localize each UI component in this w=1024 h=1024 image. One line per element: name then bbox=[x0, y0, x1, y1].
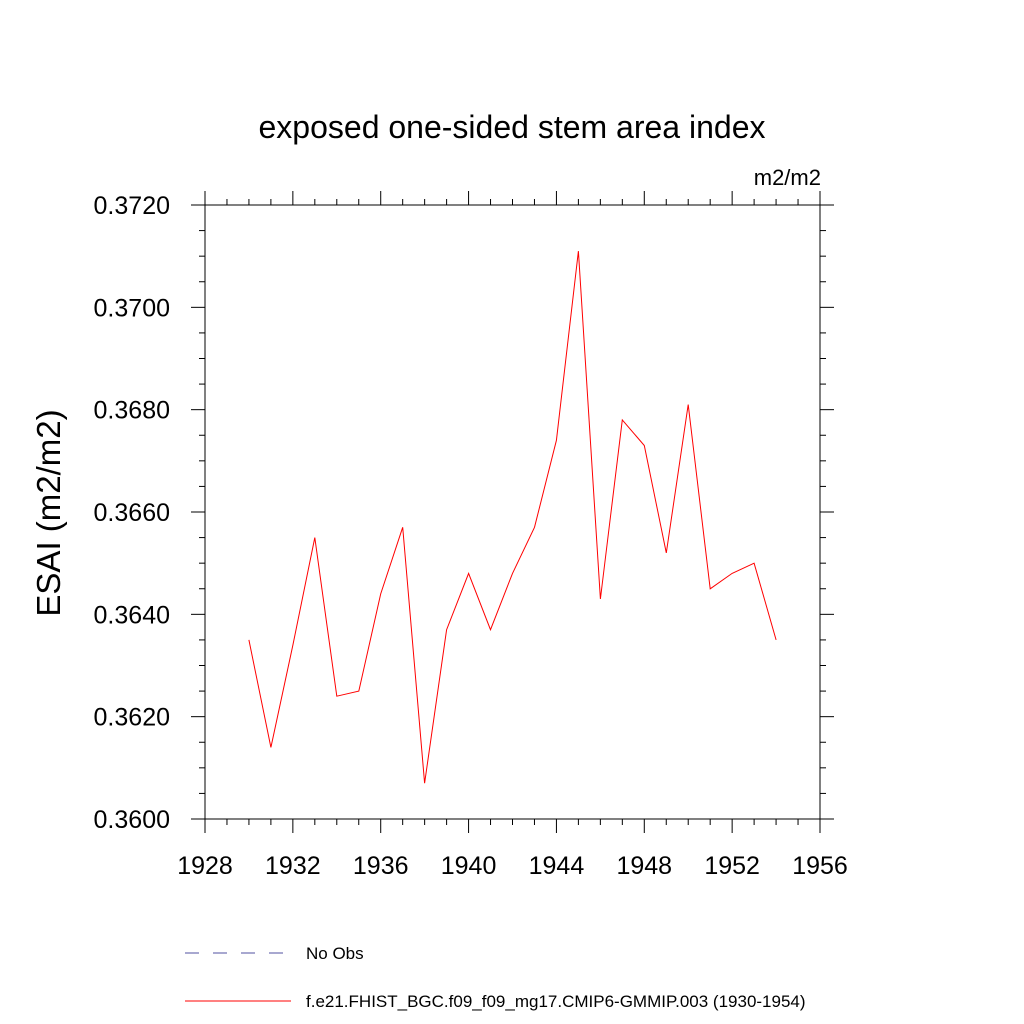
x-tick-label: 1956 bbox=[792, 852, 848, 880]
y-tick-label: 0.3680 bbox=[94, 397, 170, 425]
chart-title: exposed one-sided stem area index bbox=[259, 109, 766, 145]
y-tick-label: 0.3720 bbox=[94, 192, 170, 220]
y-tick-labels: 0.3600 0.3620 0.3640 0.3660 0.3680 0.3700 0.37… bbox=[94, 192, 170, 834]
x-tick-labels: 1928 1932 1936 1940 1944 1948 1952 1956 bbox=[177, 852, 848, 880]
series-line-0 bbox=[248, 251, 777, 784]
legend-model-label: f.e21.FHIST_BGC.f09_f09_mg17.CMIP6-GMMIP… bbox=[306, 992, 806, 1011]
x-tick-label: 1940 bbox=[441, 852, 497, 880]
x-tick-label: 1944 bbox=[529, 852, 585, 880]
y-tick-label: 0.3600 bbox=[94, 806, 170, 834]
x-tick-label: 1932 bbox=[265, 852, 321, 880]
y-tick-label: 0.3620 bbox=[94, 704, 170, 732]
y-tick-label: 0.3640 bbox=[94, 601, 170, 629]
y-tick-label: 0.3700 bbox=[94, 294, 170, 322]
plot-frame bbox=[204, 204, 821, 820]
legend: No Obs f.e21.FHIST_BGC.f09_f09_mg17.CMIP… bbox=[185, 944, 806, 1011]
series-layer bbox=[248, 251, 777, 784]
x-tick-label: 1936 bbox=[353, 852, 409, 880]
units-label: m2/m2 bbox=[754, 165, 821, 190]
axis-ticks bbox=[191, 191, 834, 833]
y-axis-label: ESAI (m2/m2) bbox=[30, 409, 67, 616]
y-tick-label: 0.3660 bbox=[94, 499, 170, 527]
x-tick-label: 1928 bbox=[177, 852, 233, 880]
legend-no-obs-label: No Obs bbox=[306, 944, 364, 963]
x-tick-label: 1952 bbox=[704, 852, 760, 880]
x-tick-label: 1948 bbox=[616, 852, 672, 880]
